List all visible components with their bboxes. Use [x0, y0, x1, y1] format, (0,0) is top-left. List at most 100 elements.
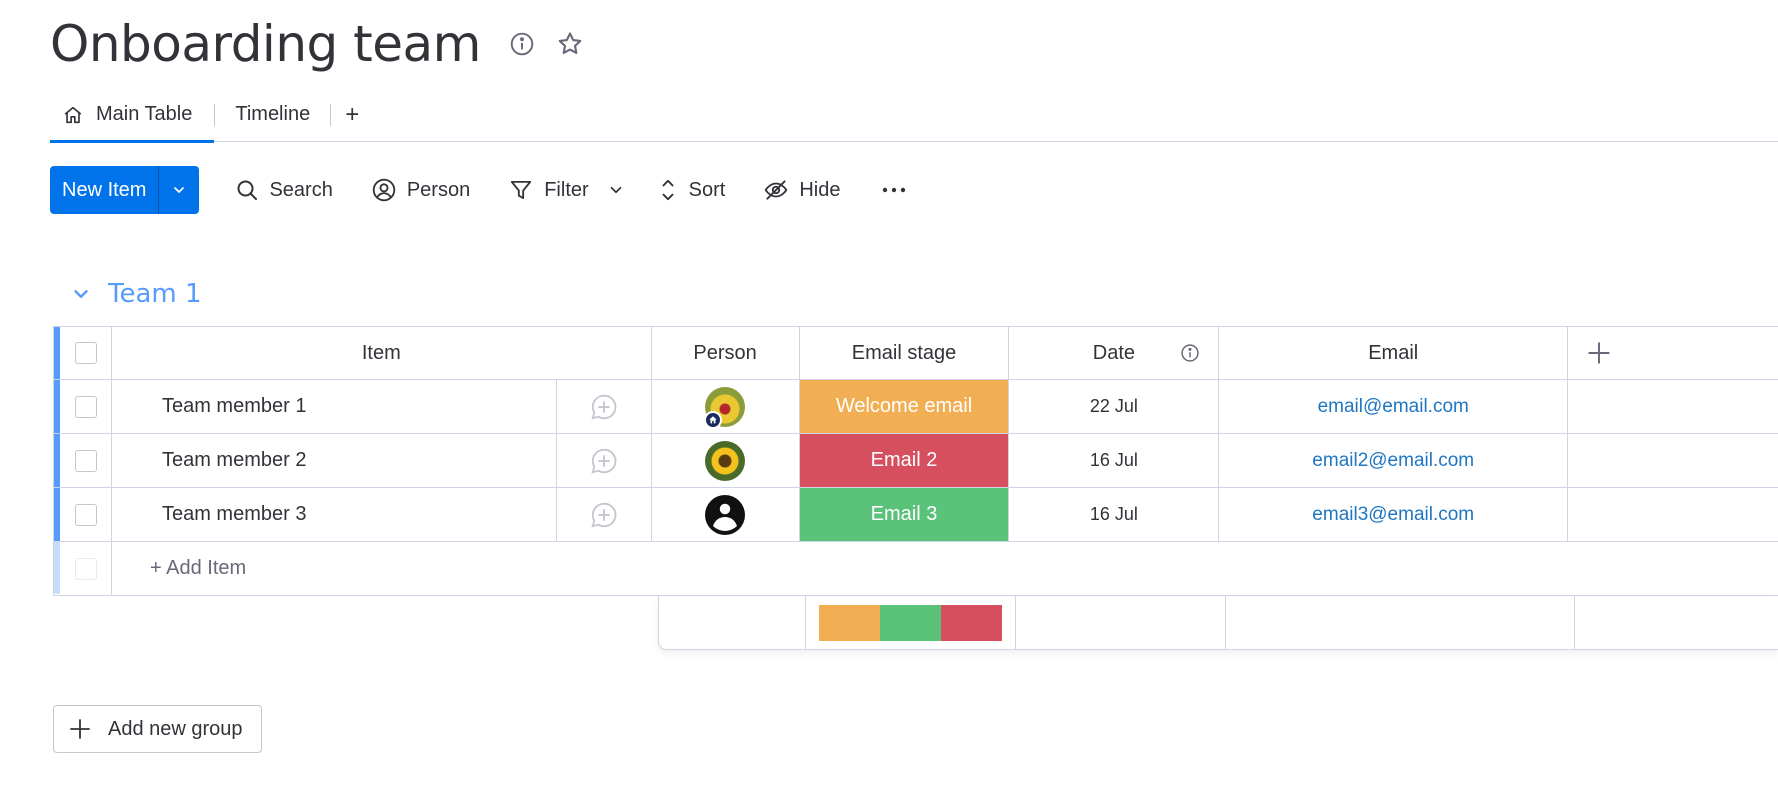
person-avatar-icon	[706, 495, 745, 534]
select-all-cell	[54, 327, 112, 379]
row-checkbox[interactable]	[74, 395, 97, 418]
email-cell[interactable]: email2@email.com	[1219, 434, 1569, 487]
row-select-cell	[54, 488, 112, 541]
date-value: 22 Jul	[1089, 396, 1138, 416]
person-icon	[371, 177, 397, 203]
group-table: Item Person Email stage Date Email	[53, 326, 1778, 596]
filter-icon	[508, 177, 534, 203]
search-button[interactable]: Search	[225, 166, 342, 214]
more-options-button[interactable]	[871, 166, 917, 214]
summary-date	[1016, 596, 1226, 649]
updates-cell[interactable]	[557, 434, 652, 487]
add-new-group-button[interactable]: Add new group	[53, 705, 262, 753]
group-color-bar-light	[53, 542, 60, 594]
email-cell[interactable]: email@email.com	[1219, 380, 1569, 433]
row-checkbox[interactable]	[74, 503, 97, 526]
plus-icon	[68, 717, 92, 741]
date-value: 16 Jul	[1089, 504, 1138, 524]
column-header-email[interactable]: Email	[1219, 327, 1569, 379]
status-label: Email 2	[799, 434, 1009, 487]
new-item-dropdown-button[interactable]	[158, 166, 199, 214]
new-item-split-button: New Item	[50, 166, 200, 214]
group-summary-row	[658, 596, 1778, 650]
row-select-cell	[54, 434, 112, 487]
add-view-button[interactable]: +	[345, 100, 360, 128]
column-header-label: Date	[1092, 341, 1135, 364]
updates-cell[interactable]	[557, 380, 652, 433]
status-segment	[941, 604, 1003, 641]
column-header-item[interactable]: Item	[112, 327, 652, 379]
info-icon[interactable]	[1180, 343, 1200, 363]
email-stage-cell[interactable]: Email 3	[799, 488, 1010, 541]
row-checkbox[interactable]	[74, 449, 97, 472]
date-cell[interactable]: 16 Jul	[1009, 488, 1220, 541]
column-header-email-stage[interactable]: Email stage	[800, 327, 1010, 379]
summary-email-stage[interactable]	[806, 596, 1016, 649]
email-cell[interactable]: email3@email.com	[1219, 488, 1569, 541]
item-name-cell[interactable]: Team member 1	[112, 380, 557, 433]
person-cell[interactable]	[652, 380, 800, 433]
tab-timeline[interactable]: Timeline	[235, 103, 311, 125]
add-new-group-label: Add new group	[108, 717, 243, 740]
email-link[interactable]: email3@email.com	[1312, 503, 1475, 525]
tab-main-label: Main Table	[96, 103, 193, 125]
chevron-down-icon	[74, 290, 88, 298]
group-collapse-button[interactable]	[70, 283, 92, 305]
group-color-bar	[53, 326, 60, 542]
updates-cell[interactable]	[557, 488, 652, 541]
info-icon[interactable]	[507, 29, 537, 59]
board-title[interactable]: Onboarding team	[50, 15, 481, 73]
column-header-label: Email	[1368, 341, 1419, 364]
email-stage-cell[interactable]: Welcome email	[799, 380, 1010, 433]
sort-label: Sort	[688, 178, 726, 201]
person-cell[interactable]	[652, 434, 800, 487]
new-item-button[interactable]: New Item	[62, 178, 147, 201]
date-cell[interactable]: 22 Jul	[1009, 380, 1220, 433]
filter-button[interactable]: Filter	[498, 166, 598, 214]
add-update-icon	[591, 448, 617, 474]
item-name-cell[interactable]: Team member 3	[112, 488, 557, 541]
item-name: Team member 3	[161, 503, 307, 525]
hide-label: Hide	[799, 178, 841, 201]
search-label: Search	[269, 178, 333, 201]
table-row[interactable]: Team member 3 Email 3 16 Jul email3@emai…	[53, 488, 1778, 542]
column-header-label: Email stage	[851, 341, 957, 364]
add-column-cell	[1568, 327, 1778, 379]
tab-divider	[330, 103, 332, 126]
table-row[interactable]: Team member 1 Welcome email 22 Jul email…	[53, 380, 1778, 434]
add-column-button[interactable]	[1586, 340, 1612, 366]
email-link[interactable]: email2@email.com	[1312, 449, 1475, 471]
date-cell[interactable]: 16 Jul	[1009, 434, 1220, 487]
item-name-cell[interactable]: Team member 2	[112, 434, 557, 487]
sort-button[interactable]: Sort	[647, 166, 736, 214]
summary-empty	[1575, 596, 1778, 649]
column-header-person[interactable]: Person	[652, 327, 800, 379]
add-item-row: + Add Item	[53, 542, 1778, 596]
tab-main-table[interactable]: Main Table	[50, 88, 215, 143]
filter-dropdown-button[interactable]	[599, 166, 633, 214]
select-all-checkbox[interactable]	[74, 342, 97, 364]
group-title[interactable]: Team 1	[108, 279, 202, 309]
chevron-down-icon	[174, 187, 185, 193]
eye-off-icon	[763, 177, 789, 203]
group-header: Team 1	[70, 276, 202, 312]
table-row[interactable]: Team member 2 Email 2 16 Jul email2@emai…	[53, 434, 1778, 488]
person-filter-button[interactable]: Person	[361, 166, 480, 214]
summary-email	[1226, 596, 1575, 649]
sort-icon	[657, 176, 679, 204]
person-cell[interactable]	[652, 488, 800, 541]
status-label: Email 3	[799, 488, 1009, 541]
search-icon	[235, 178, 259, 202]
view-tabs: Main Table Timeline +	[50, 88, 1778, 143]
star-icon[interactable]	[555, 29, 585, 59]
email-link[interactable]: email@email.com	[1317, 395, 1469, 417]
status-distribution-bar	[818, 604, 1003, 641]
avatar	[704, 386, 746, 429]
hide-button[interactable]: Hide	[753, 166, 850, 214]
table-header-row: Item Person Email stage Date Email	[53, 326, 1778, 380]
column-header-date[interactable]: Date	[1009, 327, 1220, 379]
email-stage-cell[interactable]: Email 2	[799, 434, 1010, 487]
filter-label: Filter	[544, 178, 589, 201]
home-badge-icon	[704, 410, 723, 429]
add-item-input[interactable]: + Add Item	[150, 557, 247, 579]
